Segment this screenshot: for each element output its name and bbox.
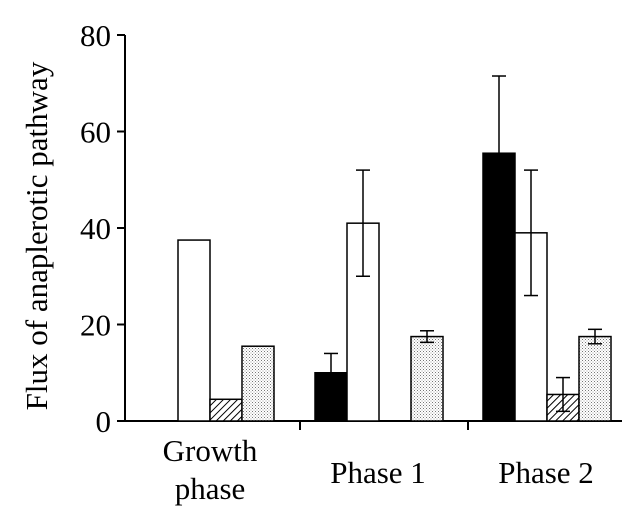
y-tick-label-20: 20	[80, 308, 111, 343]
y-tick-label-0: 0	[96, 404, 112, 439]
x-category-label-line: Growth	[163, 433, 258, 468]
bar-series4-cat1	[241, 345, 275, 422]
plot-area: 0 20 40 60 80 Growth phase Phase 1 Phase 2	[80, 18, 622, 506]
x-category-label-3: Phase 2	[498, 455, 594, 490]
bar-series2-cat1	[177, 239, 211, 422]
y-axis-label: Flux of anaplerotic pathway	[19, 61, 54, 410]
bar-series4-cat2	[410, 335, 444, 422]
bar-series3-cat1	[209, 398, 243, 422]
y-tick-label-60: 60	[80, 115, 111, 150]
x-category-label-2: Phase 1	[330, 455, 426, 490]
bar-series4-cat3	[578, 335, 612, 422]
y-tick-label-80: 80	[80, 18, 111, 53]
x-category-label-1: Growth phase	[163, 433, 258, 506]
x-category-label-line: phase	[175, 471, 246, 506]
y-tick-label-40: 40	[80, 211, 111, 246]
